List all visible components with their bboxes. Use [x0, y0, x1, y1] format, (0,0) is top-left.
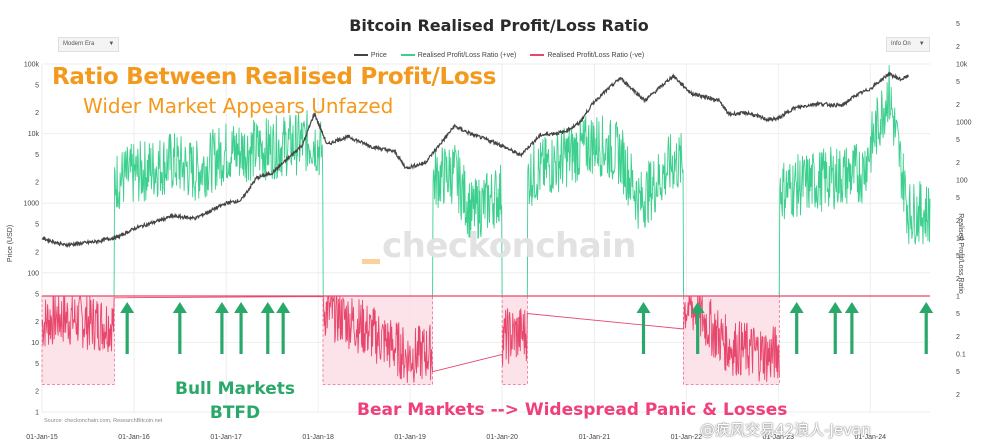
ratio-positive-line: [42, 64, 931, 297]
bull-arrow-head: [172, 302, 187, 313]
y2-tick-label: 1: [956, 294, 960, 301]
x-tick-label: 01-Jan-21: [579, 434, 611, 441]
y-axis-label: Price (USD): [7, 224, 15, 263]
y2-tick-label: 10: [956, 236, 964, 243]
bear-label: Bear Markets --> Widespread Panic & Loss…: [357, 400, 788, 420]
y-tick-label: 5: [35, 291, 39, 298]
y2-tick-label: 5: [956, 369, 960, 376]
y2-tick-label: 2: [956, 392, 960, 399]
bull-arrow-head: [919, 302, 934, 313]
y-tick-label: 5: [35, 222, 39, 229]
y-tick-label: 10k: [28, 131, 40, 138]
x-tick-label: 01-Jan-17: [210, 434, 242, 441]
ratio-negative-line: [41, 295, 780, 383]
y2-tick-label: 2: [956, 160, 960, 167]
legend-label: Realised Profit/Loss Ratio (+ve): [417, 52, 517, 59]
bull-label: Bull Markets BTFD: [160, 377, 310, 425]
y-tick-label: 10: [31, 340, 39, 347]
legend-swatch: [530, 54, 545, 57]
legend-swatch: [400, 54, 415, 57]
info-dropdown[interactable]: Info On ▼: [886, 37, 930, 52]
source-note: Source: checkonchain.com, ResearchBitcoi…: [44, 418, 163, 424]
credit-watermark: @疾风交易42浪人-Jevan: [700, 421, 871, 439]
series-price: [41, 71, 909, 249]
y2-tick-label: 1000: [956, 120, 972, 127]
watermark-text: checkonchain: [382, 226, 637, 266]
era-dropdown-label: Modern Era: [63, 41, 95, 47]
y-tick-label: 100: [27, 270, 39, 277]
bull-arrow-head: [828, 302, 843, 313]
y2-tick-label: 100: [956, 178, 968, 185]
bull-arrow-head: [214, 302, 229, 313]
watermark-bar: [362, 259, 380, 264]
bull-arrow-head: [234, 302, 249, 313]
bull-arrow-head: [276, 302, 291, 313]
series-positive: [42, 64, 931, 297]
legend-label: Price: [370, 52, 387, 59]
x-tick-label: 01-Jan-19: [394, 434, 426, 441]
y2-tick-label: 5: [956, 137, 960, 144]
bull-label-line-1: Bull Markets: [174, 379, 296, 399]
legend-item-negative[interactable]: Realised Profit/Loss Ratio (-ve): [530, 52, 644, 59]
x-tick-label: 01-Jan-24: [855, 434, 887, 441]
info-dropdown-label: Info On: [891, 41, 911, 47]
y-tick-label: 2: [35, 110, 39, 117]
bull-arrows: [120, 302, 934, 354]
bull-arrow-head: [120, 302, 135, 313]
era-dropdown[interactable]: Modern Era ▼: [58, 37, 120, 52]
y2-tick-label: 2: [956, 334, 960, 341]
subheadline: Wider Market Appears Unfazed: [83, 94, 394, 118]
bull-label-line-2: BTFD: [209, 403, 261, 423]
y-tick-label: 2: [35, 249, 39, 256]
bull-arrow-head: [260, 302, 275, 313]
y-tick-label: 5: [35, 152, 39, 159]
x-tick-label: 01-Jan-16: [118, 434, 150, 441]
y-tick-label: 100k: [24, 62, 40, 69]
price-line: [41, 71, 909, 249]
y2-tick-label: 2: [956, 276, 960, 283]
bull-arrow-head: [636, 302, 651, 313]
bull-arrow-head: [844, 302, 859, 313]
series-negative: [41, 295, 930, 383]
y2-tick-label: 0.1: [956, 352, 966, 359]
x-tick-label: 01-Jan-18: [302, 434, 334, 441]
y-tick-label: 2: [35, 180, 39, 187]
y-tick-label: 5: [35, 82, 39, 89]
chevron-down-icon: ▼: [918, 41, 925, 47]
x-tick-label: 01-Jan-23: [763, 434, 795, 441]
y-tick-label: 2: [35, 389, 39, 396]
legend-swatch: [353, 54, 368, 57]
y2-tick-label: 5: [956, 195, 960, 202]
x-tick-label: 01-Jan-22: [671, 434, 703, 441]
chart-legend: Price Realised Profit/Loss Ratio (+ve) R…: [0, 52, 998, 59]
y2-tick-label: 2: [956, 44, 960, 51]
chart-title: Bitcoin Realised Profit/Loss Ratio: [349, 16, 649, 35]
y2-tick-label: 5: [956, 253, 960, 260]
y2-tick-label: 5: [956, 21, 960, 28]
axis-ticks: 01-Jan-15 01-Jan-16 01-Jan-17 01-Jan-18 01-J…: [23, 21, 971, 441]
y2-tick-label: 2: [956, 102, 960, 109]
bull-arrow-head: [789, 302, 804, 313]
y2-tick-label: 10k: [956, 62, 968, 69]
y-tick-label: 1: [35, 410, 39, 417]
grid-lines: [41, 63, 930, 413]
y-tick-label: 2: [35, 319, 39, 326]
bull-arrow-head: [690, 302, 705, 313]
y-tick-label: 1000: [23, 201, 39, 208]
legend-item-price[interactable]: Price: [353, 52, 387, 59]
headline: Ratio Between Realised Profit/Loss: [52, 64, 497, 90]
y2-tick-label: 5: [956, 311, 960, 318]
chevron-down-icon: ▼: [108, 41, 115, 47]
y-tick-label: 5: [35, 361, 39, 368]
y2-tick-label: 2: [956, 218, 960, 225]
y2-tick-label: 5: [956, 79, 960, 86]
y2-axis-label: Realised Profit/Loss Ratio: [956, 213, 964, 294]
x-tick-label: 01-Jan-20: [486, 434, 518, 441]
legend-label: Realised Profit/Loss Ratio (-ve): [547, 52, 645, 59]
x-tick-label: 01-Jan-15: [26, 434, 58, 441]
legend-item-positive[interactable]: Realised Profit/Loss Ratio (+ve): [400, 52, 517, 59]
